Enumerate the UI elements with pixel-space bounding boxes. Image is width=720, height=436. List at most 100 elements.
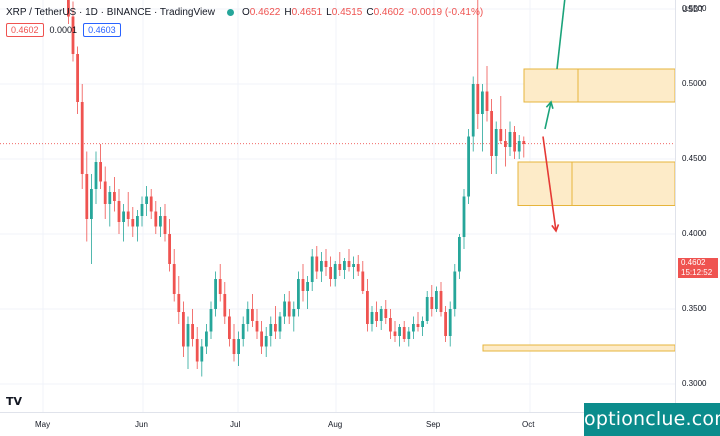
candle-body: [416, 324, 420, 327]
candle-body: [333, 264, 337, 279]
price-tick-label: 0.4500: [682, 154, 707, 163]
candle-body: [278, 316, 282, 332]
price-tick-label: 0.5500: [682, 4, 707, 13]
candle-body: [490, 111, 493, 156]
price-tick-label: 0.3000: [682, 379, 707, 388]
candle-body: [209, 309, 213, 332]
candles-layer: [67, 0, 526, 377]
candle-body: [338, 264, 342, 270]
candle-body: [301, 279, 305, 291]
candle-body: [177, 294, 181, 312]
price-tick-label: 0.3500: [682, 304, 707, 313]
candle-body: [85, 174, 89, 219]
candle-body: [467, 136, 470, 197]
candle-body: [103, 181, 107, 204]
candle-body: [168, 234, 171, 264]
date-tick-label: Jul: [230, 420, 241, 429]
symbol-title[interactable]: XRP / TetherUS · 1D · BINANCE · TradingV…: [6, 6, 215, 18]
candle-body: [94, 162, 98, 189]
tradingview-logo-text: TV: [6, 395, 23, 408]
candle-body: [113, 192, 116, 201]
low-value: 0.4515: [331, 6, 363, 18]
last-price-tag: 0.4602 15:12:52: [678, 258, 718, 278]
candle-body: [232, 339, 236, 354]
price-tick-label: 0.4000: [682, 229, 707, 238]
spread-value: 0.0001: [49, 25, 78, 35]
date-tick-label: May: [35, 420, 51, 429]
date-tick-label: Oct: [522, 420, 535, 429]
candle-body: [494, 129, 498, 156]
candle-body: [485, 91, 489, 111]
candle-body: [191, 324, 194, 339]
candle-body: [370, 312, 374, 324]
arrow-up-long: [556, 0, 566, 70]
candle-body: [159, 216, 162, 227]
candle-body: [172, 264, 176, 294]
candle-body: [283, 301, 286, 317]
candle-body: [384, 309, 388, 318]
candle-body: [251, 309, 254, 321]
candle-body: [471, 84, 475, 137]
open-label: O: [241, 6, 250, 18]
candle-body: [80, 102, 84, 174]
candle-body: [287, 301, 291, 317]
candle-body: [453, 271, 457, 309]
candle-body: [108, 192, 112, 204]
price-tick-label: 0.5000: [682, 79, 707, 88]
candle-body: [412, 324, 415, 332]
candle-body: [228, 316, 231, 339]
high-value: 0.4651: [291, 6, 323, 18]
candle-body: [343, 261, 346, 270]
sell-price-button[interactable]: 0.4602: [6, 23, 44, 37]
arrow-up-short: [544, 100, 554, 130]
currency-label[interactable]: USDT: [682, 5, 704, 14]
change-value: -0.0019 (-0.41%): [408, 6, 484, 18]
candle-body: [407, 331, 411, 339]
candle-body: [163, 216, 167, 234]
tradingview-logo-icon[interactable]: TV: [6, 395, 28, 409]
candle-body: [292, 309, 296, 317]
candle-body: [462, 196, 466, 237]
candle-body: [297, 279, 300, 309]
candle-body: [375, 312, 378, 321]
low-label: L: [326, 6, 332, 18]
candle-body: [246, 309, 250, 324]
candle-body: [315, 256, 319, 272]
candle-body: [522, 141, 526, 144]
candle-body: [425, 297, 429, 321]
close-label: C: [366, 6, 374, 18]
candle-body: [131, 219, 135, 227]
candle-body: [223, 294, 227, 317]
candle-body: [476, 84, 480, 114]
candle-body: [448, 309, 452, 336]
candle-body: [481, 91, 484, 114]
candle-body: [241, 324, 245, 339]
last-price-value: 0.4602: [681, 258, 706, 267]
candle-body: [117, 201, 121, 222]
candle-body: [67, 0, 70, 17]
candle-body: [379, 309, 383, 321]
buy-price-button[interactable]: 0.4603: [83, 23, 121, 37]
candle-body: [508, 132, 512, 147]
zone-support: [482, 344, 676, 352]
candle-body: [205, 331, 208, 347]
candle-body: [255, 321, 259, 332]
candle-body: [195, 339, 199, 362]
candle-body: [439, 291, 443, 312]
zone-lower-box: [517, 161, 676, 206]
candle-body: [306, 282, 309, 291]
zone-upper-box: [523, 68, 676, 103]
candle-body: [76, 54, 79, 102]
candle-body: [154, 211, 158, 227]
candle-body: [90, 189, 93, 219]
candle-body: [444, 312, 447, 336]
candle-body: [513, 132, 516, 152]
market-status-dot-icon: [226, 8, 234, 16]
candle-body: [269, 324, 273, 336]
candle-body: [214, 279, 217, 309]
brand-watermark: optionclue.com: [584, 403, 720, 436]
candle-body: [389, 318, 392, 332]
arrow-down: [542, 136, 560, 233]
candle-body: [126, 211, 130, 219]
